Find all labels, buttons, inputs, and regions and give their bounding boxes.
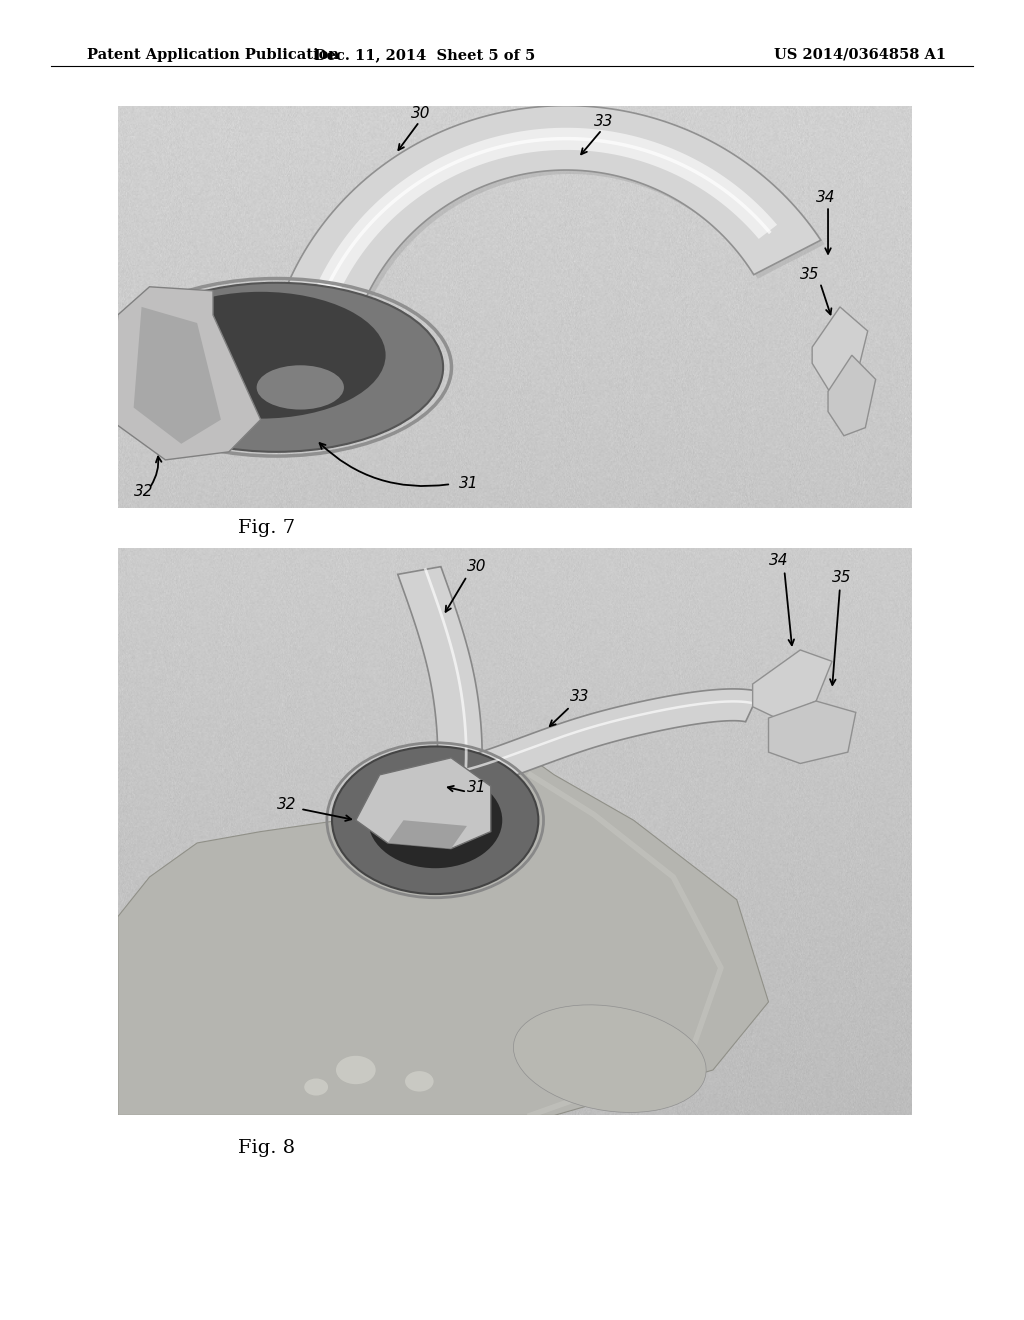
Polygon shape	[311, 128, 777, 305]
Polygon shape	[356, 758, 490, 849]
Text: 32: 32	[133, 484, 154, 499]
Text: 32: 32	[276, 797, 296, 812]
Text: 31: 31	[467, 780, 486, 795]
Circle shape	[110, 282, 443, 451]
Text: 34: 34	[768, 553, 788, 568]
Text: 30: 30	[467, 558, 486, 573]
Text: 35: 35	[831, 570, 852, 585]
Circle shape	[406, 1071, 433, 1092]
Text: Fig. 7: Fig. 7	[238, 519, 295, 537]
Text: 34: 34	[816, 190, 836, 205]
Text: 31: 31	[459, 477, 478, 491]
Polygon shape	[397, 566, 482, 776]
Ellipse shape	[513, 1005, 707, 1113]
Polygon shape	[828, 355, 876, 436]
Circle shape	[304, 1078, 328, 1096]
Text: Fig. 8: Fig. 8	[238, 1139, 295, 1158]
Polygon shape	[387, 820, 467, 849]
Polygon shape	[268, 106, 821, 360]
Circle shape	[332, 747, 539, 894]
Text: 33: 33	[594, 114, 613, 129]
Polygon shape	[133, 308, 221, 444]
Polygon shape	[118, 747, 768, 1115]
Polygon shape	[812, 308, 867, 396]
Text: 30: 30	[412, 106, 431, 120]
Text: Patent Application Publication: Patent Application Publication	[87, 48, 339, 62]
Polygon shape	[768, 701, 856, 763]
Polygon shape	[272, 110, 824, 364]
Circle shape	[336, 1056, 376, 1084]
Circle shape	[135, 292, 386, 418]
Polygon shape	[753, 649, 831, 718]
Text: 33: 33	[570, 689, 590, 704]
Text: US 2014/0364858 A1: US 2014/0364858 A1	[774, 48, 946, 62]
Circle shape	[369, 772, 502, 869]
Polygon shape	[110, 286, 260, 459]
Circle shape	[257, 366, 344, 409]
Polygon shape	[453, 689, 760, 791]
Text: Dec. 11, 2014  Sheet 5 of 5: Dec. 11, 2014 Sheet 5 of 5	[314, 48, 536, 62]
Text: 35: 35	[801, 267, 820, 281]
